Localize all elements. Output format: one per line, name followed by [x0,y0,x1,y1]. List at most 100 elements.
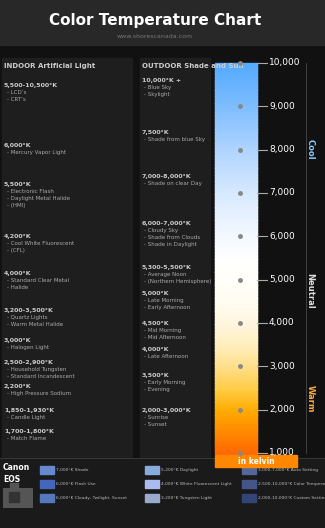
Bar [215,72,257,73]
Bar [215,388,257,390]
Text: 1,000: 1,000 [269,448,295,457]
Bar [215,138,257,140]
Bar [215,361,257,363]
Bar [215,148,257,150]
Bar [215,216,257,218]
Text: 6,000°K Flash Use: 6,000°K Flash Use [56,482,96,486]
Bar [215,68,257,69]
Bar [215,86,257,88]
Bar [215,258,257,260]
Bar [215,282,257,285]
Bar [215,122,257,124]
Bar [215,333,257,335]
Bar [215,423,257,425]
Text: - Candle Light: - Candle Light [7,414,45,420]
Bar [215,416,257,418]
Bar [215,64,257,67]
Bar [215,433,257,435]
Bar [215,119,257,121]
Bar [215,124,257,126]
Bar [215,92,257,94]
Bar [215,314,257,316]
Text: 3,000°K: 3,000°K [4,338,32,343]
Text: 2,200°K: 2,200°K [4,384,32,389]
Bar [2,58,132,458]
Text: 4,000: 4,000 [269,318,295,327]
Bar [215,76,257,78]
Bar [215,445,257,446]
Bar [215,286,257,287]
Bar [242,480,256,488]
Bar [215,434,257,436]
Bar [215,430,257,432]
Bar [215,69,257,71]
Bar [215,421,257,423]
Bar [215,313,257,315]
Bar [215,125,257,127]
Text: - Warm Metal Halide: - Warm Metal Halide [7,322,63,327]
Text: - Average Noon: - Average Noon [144,272,187,277]
Text: 7,000-8,000°K: 7,000-8,000°K [142,174,192,178]
Bar [215,238,257,240]
Bar [215,426,257,428]
Bar [215,281,257,283]
Bar [215,186,257,188]
Bar [215,381,257,383]
Bar [215,356,257,358]
Text: www.shorescanada.com: www.shorescanada.com [117,34,193,40]
Bar [215,291,257,293]
Bar [215,160,257,162]
Bar [215,414,257,416]
Bar [215,135,257,137]
Bar [215,233,257,235]
Text: 6,000°K: 6,000°K [4,143,32,148]
Bar [215,242,257,244]
Bar [215,375,257,377]
Bar [215,155,257,157]
Bar [215,209,257,211]
Text: 7,000°K Shade: 7,000°K Shade [56,468,88,472]
Bar [215,200,257,202]
Text: OUTDOOR Shade and Sun: OUTDOOR Shade and Sun [142,63,243,69]
Bar [215,232,257,234]
Text: 6,000-7,000°K: 6,000-7,000°K [142,221,192,227]
Bar [215,196,257,198]
Text: 7,000: 7,000 [269,188,295,197]
Bar [215,412,257,414]
Text: 1,700-1,800°K: 1,700-1,800°K [4,429,54,435]
Bar [215,327,257,329]
Bar [215,229,257,231]
Bar [215,337,257,340]
Text: 6,000°K Cloudy, Twilight, Sunset: 6,000°K Cloudy, Twilight, Sunset [56,496,127,500]
Bar [215,304,257,306]
Bar [215,391,257,393]
Bar [215,300,257,302]
Bar [215,420,257,422]
Bar [215,252,257,254]
Bar [215,74,257,77]
Bar [215,102,257,104]
Bar [215,98,257,100]
Text: EOS: EOS [3,475,20,484]
Bar [215,117,257,118]
Bar [215,351,257,352]
Bar [215,288,257,290]
Text: 3,200-3,500°K: 3,200-3,500°K [4,308,54,313]
Bar [215,447,257,449]
Bar [215,320,257,322]
Bar [215,168,257,171]
Bar [215,287,257,289]
Bar [215,346,257,348]
Text: 2,000-3,000°K: 2,000-3,000°K [142,408,192,413]
Text: - Daylight Metal Halide: - Daylight Metal Halide [7,196,70,201]
Bar [215,109,257,111]
Text: - (HMI): - (HMI) [7,203,25,209]
Bar [215,323,257,325]
Bar [215,153,257,155]
Text: - (CFL): - (CFL) [7,248,25,253]
Text: - LCD’s: - LCD’s [7,90,26,95]
Bar [215,222,257,224]
Bar [215,398,257,400]
Bar [215,225,257,227]
Bar [215,307,257,309]
